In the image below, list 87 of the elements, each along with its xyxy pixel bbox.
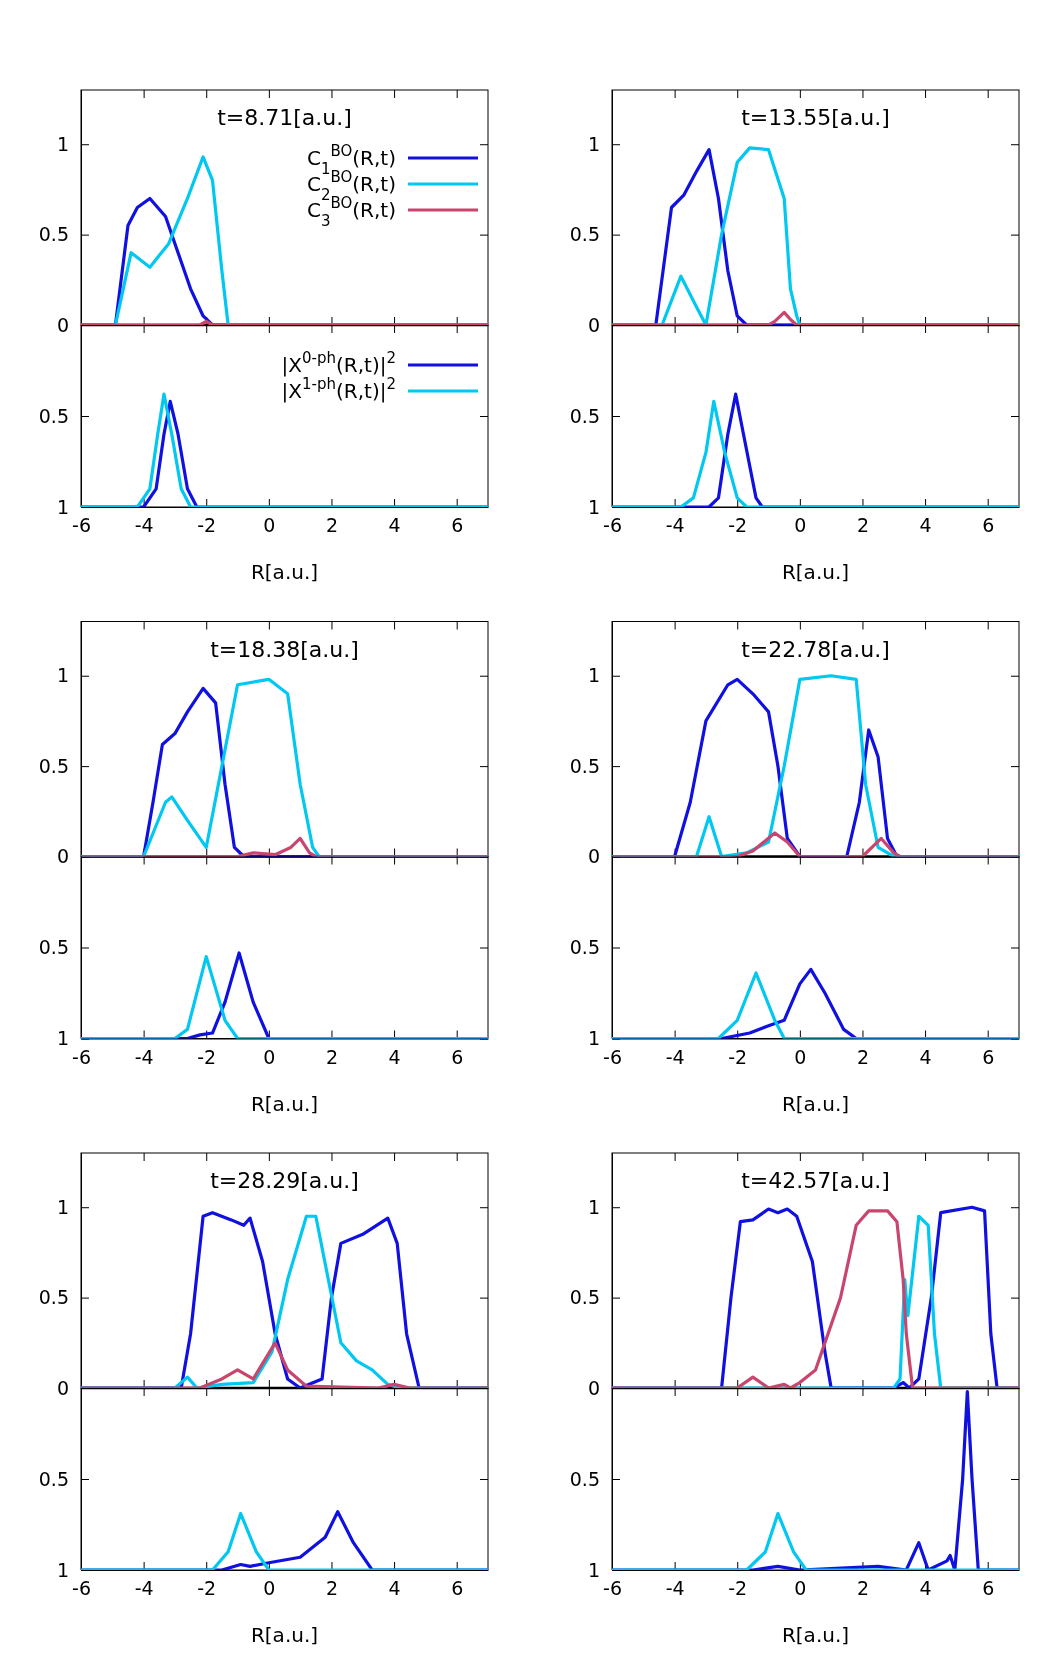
x-axis-title: R[a.u.]	[781, 560, 850, 584]
y-tick-label: 0	[56, 1376, 69, 1399]
y-tick-label: 0.5	[569, 223, 600, 246]
x-tick-label: -6	[603, 514, 622, 537]
x-axis-title: R[a.u.]	[250, 1623, 319, 1647]
x-tick-label: 0	[263, 1045, 276, 1068]
text: t=22.78[a.u.]	[741, 636, 890, 662]
x-tick-label: 4	[388, 1045, 401, 1068]
y-tick-label: 0.5	[569, 1467, 600, 1490]
x-axis-title: R[a.u.]	[250, 560, 319, 584]
y-tick-label: 0.5	[38, 404, 69, 427]
x-tick-label: -2	[197, 514, 217, 537]
y-tick-label: 0.5	[569, 1286, 600, 1309]
y-tick-label: 0.5	[38, 936, 69, 959]
x-tick-label: 0	[794, 514, 807, 537]
x-tick-label: 0	[263, 514, 276, 537]
text: t=8.71[a.u.]	[217, 105, 352, 130]
y-tick-label: 1	[56, 495, 69, 518]
x-tick-label: -4	[134, 1577, 154, 1600]
y-tick-label: 0	[587, 845, 600, 868]
x-tick-label: 6	[982, 1577, 995, 1600]
text: t=28.29[a.u.]	[210, 1168, 359, 1193]
x-tick-label: -2	[728, 514, 748, 537]
text: t=18.38[a.u.]	[210, 636, 359, 662]
x-tick-label: -4	[665, 514, 685, 537]
x-tick-label: 6	[451, 514, 464, 537]
y-tick-label: 1	[56, 132, 69, 155]
y-tick-label: 1	[587, 1558, 600, 1581]
x-tick-label: -6	[603, 1577, 622, 1600]
y-tick-label: 0	[56, 313, 69, 336]
x-tick-label: -6	[72, 1045, 91, 1068]
text: t=42.57[a.u.]	[741, 1168, 890, 1193]
x-tick-label: 2	[856, 514, 870, 537]
x-tick-label: -4	[134, 1045, 154, 1068]
y-tick-label: 0	[587, 313, 600, 336]
line-series	[612, 310, 1019, 325]
x-tick-label: 6	[982, 1045, 995, 1068]
y-tick-label: 1	[587, 1027, 600, 1050]
x-tick-label: 4	[388, 514, 401, 537]
x-tick-label: 2	[325, 1577, 339, 1600]
x-tick-label: 6	[982, 514, 995, 537]
y-tick-label: 1	[56, 664, 69, 687]
y-tick-label: 1	[587, 664, 600, 687]
x-tick-label: -6	[603, 1045, 622, 1068]
x-axis-title: R[a.u.]	[781, 1623, 850, 1647]
x-axis-title: R[a.u.]	[250, 1091, 319, 1116]
x-tick-label: -6	[72, 1577, 91, 1600]
y-tick-label: 0.5	[38, 1286, 69, 1309]
y-tick-label: 0	[56, 845, 69, 868]
legend-label: |X$^{0-ph}$(R,t)|$^{2}$	[281, 349, 396, 377]
x-tick-label: 2	[856, 1577, 870, 1600]
y-tick-label: 1	[56, 1195, 69, 1218]
x-tick-label: -2	[197, 1045, 217, 1068]
y-tick-label: 0	[587, 1376, 600, 1399]
text: t=13.55[a.u.]	[741, 105, 890, 130]
x-tick-label: 4	[388, 1577, 401, 1600]
x-tick-label: -2	[728, 1045, 748, 1068]
y-tick-label: 0.5	[38, 1467, 69, 1490]
x-tick-label: 6	[451, 1045, 464, 1068]
x-tick-label: 2	[856, 1045, 870, 1068]
y-tick-label: 1	[56, 1558, 69, 1581]
y-tick-label: 1	[587, 1195, 600, 1218]
x-tick-label: -4	[665, 1045, 685, 1068]
y-tick-label: 0.5	[569, 404, 600, 427]
x-tick-label: -4	[665, 1577, 685, 1600]
x-tick-label: 2	[325, 514, 339, 537]
x-tick-label: -2	[728, 1577, 748, 1600]
y-tick-label: 1	[587, 495, 600, 518]
x-tick-label: 6	[451, 1577, 464, 1600]
x-tick-label: 4	[919, 1577, 932, 1600]
x-tick-label: 0	[263, 1577, 276, 1600]
x-tick-label: -2	[197, 1577, 217, 1600]
x-tick-label: 4	[919, 514, 932, 537]
y-tick-label: 0.5	[569, 936, 600, 959]
x-tick-label: -4	[134, 514, 154, 537]
y-tick-label: 1	[56, 1027, 69, 1050]
x-tick-label: 4	[919, 1045, 932, 1068]
y-tick-label: 0.5	[569, 754, 600, 777]
x-tick-label: -6	[72, 514, 91, 537]
x-tick-label: 0	[794, 1045, 807, 1068]
y-tick-label: 0.5	[38, 223, 69, 246]
y-tick-label: 1	[587, 132, 600, 155]
y-tick-label: 0.5	[38, 754, 69, 777]
x-tick-label: 0	[794, 1577, 807, 1600]
line-series	[81, 1341, 488, 1388]
x-axis-title: R[a.u.]	[781, 1091, 850, 1116]
x-tick-label: 2	[325, 1045, 339, 1068]
